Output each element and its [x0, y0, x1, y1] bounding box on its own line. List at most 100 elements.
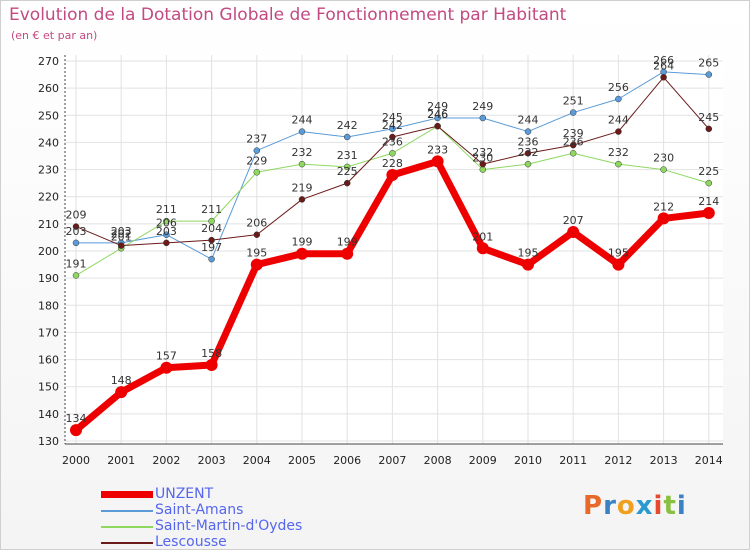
y-tick-label: 200 [38, 245, 59, 258]
data-point [524, 150, 532, 157]
data-label: 242 [337, 119, 358, 132]
data-label: 232 [518, 146, 539, 159]
legend-label: Saint-Martin-d'Oydes [155, 518, 303, 534]
data-label: 266 [653, 54, 674, 67]
legend-swatch [101, 491, 153, 498]
data-point [115, 386, 128, 399]
legend-swatch [101, 526, 153, 528]
plot-area [65, 55, 723, 444]
data-label: 251 [563, 95, 584, 108]
data-point [343, 133, 351, 141]
data-label: 206 [156, 217, 177, 230]
x-tick-label: 2005 [288, 454, 316, 467]
data-point [567, 226, 580, 238]
data-point [434, 114, 441, 122]
proxiti-logo: Proxiti [583, 491, 687, 521]
data-label: 211 [156, 203, 177, 216]
data-label: 195 [608, 247, 629, 260]
x-tick-label: 2006 [333, 454, 361, 467]
data-point [657, 212, 670, 225]
data-point [72, 272, 80, 279]
x-tick-label: 2007 [378, 454, 406, 467]
data-point [479, 160, 487, 168]
data-label: 265 [698, 57, 719, 70]
data-label: 237 [246, 133, 267, 146]
logo-letter: i [653, 491, 664, 521]
data-label: 242 [382, 119, 403, 132]
logo-letter: P [583, 491, 604, 521]
data-label: 204 [201, 222, 222, 235]
data-label: 249 [472, 100, 493, 113]
data-label: 201 [111, 230, 132, 243]
data-point [479, 166, 487, 173]
data-label: 206 [246, 217, 267, 230]
data-label: 157 [156, 350, 177, 363]
data-label: 195 [246, 247, 267, 260]
data-label: 244 [608, 114, 629, 127]
data-point [208, 217, 215, 225]
logo-letter: x [635, 491, 654, 521]
y-tick-label: 260 [38, 82, 59, 95]
data-label: 228 [382, 157, 403, 170]
y-tick-label: 230 [38, 164, 59, 177]
data-point [70, 424, 82, 437]
x-tick-label: 2009 [469, 454, 497, 467]
data-label: 256 [608, 81, 629, 94]
data-point [569, 141, 577, 149]
data-point [343, 179, 351, 187]
data-point [250, 258, 263, 271]
data-point [205, 359, 218, 371]
data-label: 203 [111, 225, 132, 238]
legend-label: Saint-Amans [155, 502, 244, 518]
data-point [612, 258, 625, 271]
data-label: 219 [292, 181, 313, 194]
data-point [389, 125, 396, 133]
x-tick-label: 2004 [243, 454, 271, 467]
data-label: 202 [111, 228, 132, 241]
data-point [386, 169, 399, 181]
data-label: 191 [66, 257, 87, 270]
x-tick-label: 2014 [695, 454, 723, 467]
data-point [298, 160, 306, 168]
data-label: 231 [337, 149, 358, 162]
data-label: 233 [427, 143, 448, 156]
x-tick-label: 2011 [559, 454, 587, 467]
x-tick-label: 2003 [198, 454, 226, 467]
data-point [522, 258, 534, 271]
x-tick-label: 2002 [152, 454, 180, 467]
logo-letter: i [676, 491, 687, 521]
data-label: 209 [66, 209, 87, 222]
logo-letter: o [616, 491, 636, 521]
data-label: 232 [472, 146, 493, 159]
y-tick-label: 180 [38, 299, 59, 312]
y-tick-label: 150 [38, 381, 59, 394]
data-point [569, 150, 577, 157]
data-point [615, 160, 622, 168]
data-label: 158 [201, 347, 222, 360]
y-tick-label: 220 [38, 191, 59, 204]
data-label: 229 [246, 154, 267, 167]
data-label: 236 [563, 135, 584, 148]
chart-subtitle: (en € et par an) [11, 29, 98, 42]
data-point [705, 71, 713, 78]
data-label: 236 [518, 135, 539, 148]
logo-letter: t [663, 491, 677, 521]
y-tick-label: 270 [38, 55, 59, 68]
data-label: 246 [427, 108, 448, 121]
legend-label: UNZENT [155, 486, 214, 502]
logo-letter: r [603, 491, 617, 521]
data-point [524, 160, 532, 168]
legend-swatch [101, 510, 153, 512]
x-tick-label: 2013 [650, 454, 678, 467]
data-label: 225 [698, 165, 719, 178]
data-label: 236 [382, 135, 403, 148]
data-point [341, 247, 354, 260]
legend-label: Lescousse [155, 534, 227, 550]
data-point [72, 223, 80, 230]
data-label: 199 [337, 236, 358, 249]
data-point [702, 207, 715, 219]
data-point [72, 239, 80, 247]
data-label: 232 [292, 146, 313, 159]
data-point [389, 133, 396, 141]
